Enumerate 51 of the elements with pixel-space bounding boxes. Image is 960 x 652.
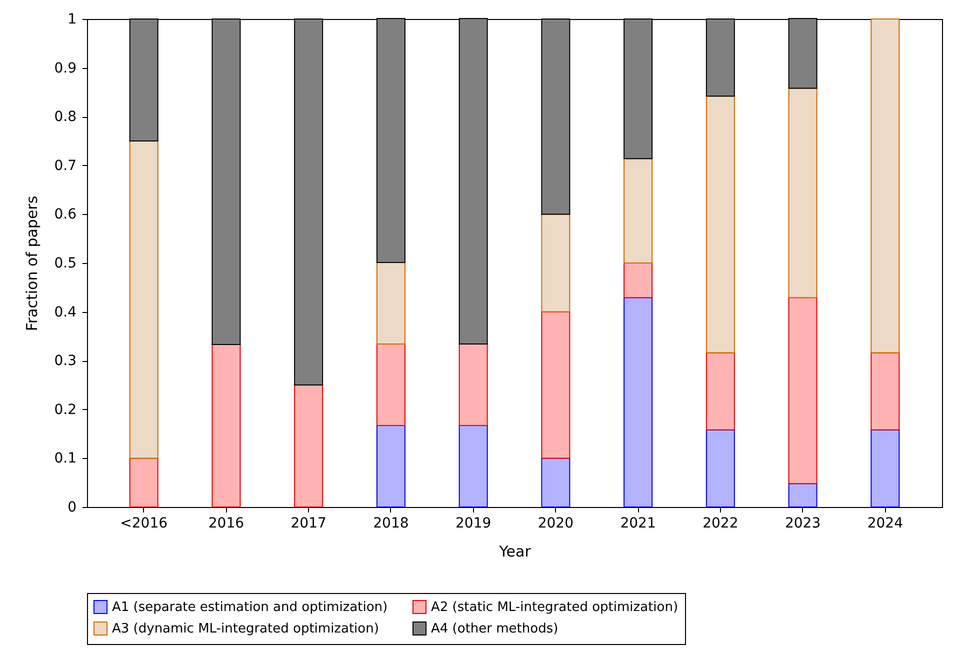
x-tick-label: 2018: [373, 516, 409, 532]
bar: [541, 311, 570, 459]
bar: [294, 384, 324, 508]
x-axis-title: Year: [498, 542, 532, 560]
x-tick-label: 2023: [784, 516, 821, 532]
bar: [788, 88, 818, 298]
y-tick-label: 0.2: [54, 402, 76, 418]
bar: [376, 344, 406, 426]
bar: [706, 352, 735, 430]
x-tick-label: 2019: [455, 516, 492, 532]
bar: [212, 344, 241, 508]
bar: [788, 483, 818, 508]
y-tick-label: 0.7: [54, 158, 76, 174]
x-tick-label: 2022: [702, 516, 738, 532]
x-tick-label: <2016: [120, 516, 168, 532]
y-tick-label: 0: [68, 500, 76, 516]
bar: [129, 458, 158, 508]
bar: [870, 352, 900, 430]
bar: [624, 262, 653, 298]
y-tick-label: 1: [68, 12, 76, 28]
legend-label: A1 (separate estimation and optimization): [112, 600, 388, 615]
bar: [376, 262, 406, 345]
bar: [624, 297, 653, 508]
y-tick-label: 0.1: [54, 450, 76, 467]
bar: [624, 158, 653, 264]
bar: [541, 458, 570, 508]
y-tick-label: 0.4: [54, 304, 77, 320]
x-tick-label: 2017: [290, 516, 326, 532]
y-tick-label: 0.6: [54, 206, 77, 223]
legend-label: A3 (dynamic ML-integrated optimization): [112, 622, 379, 636]
bar: [541, 214, 570, 312]
bar: [870, 429, 900, 508]
x-tick-label: 2024: [867, 516, 904, 532]
bar: [458, 425, 488, 508]
legend-label: A2 (static ML-integrated optimization): [431, 600, 678, 615]
x-tick-label: 2016: [208, 516, 244, 532]
y-tick-label: 0.3: [54, 353, 76, 370]
bar: [870, 18, 900, 354]
bar: [788, 297, 818, 484]
bar: [706, 96, 735, 354]
bar: [458, 344, 488, 426]
y-tick-label: 0.9: [54, 60, 76, 76]
y-axis-title: Fraction of papers: [23, 196, 42, 332]
x-tick-label: 2021: [620, 516, 656, 532]
y-tick-label: 0.8: [54, 109, 76, 126]
y-tick-label: 0.5: [54, 256, 76, 272]
bar: [706, 429, 735, 508]
bar: [129, 140, 158, 459]
x-tick-label: 2020: [538, 516, 574, 532]
bar: [376, 425, 406, 508]
legend-label: A4 (other methods): [431, 622, 558, 636]
